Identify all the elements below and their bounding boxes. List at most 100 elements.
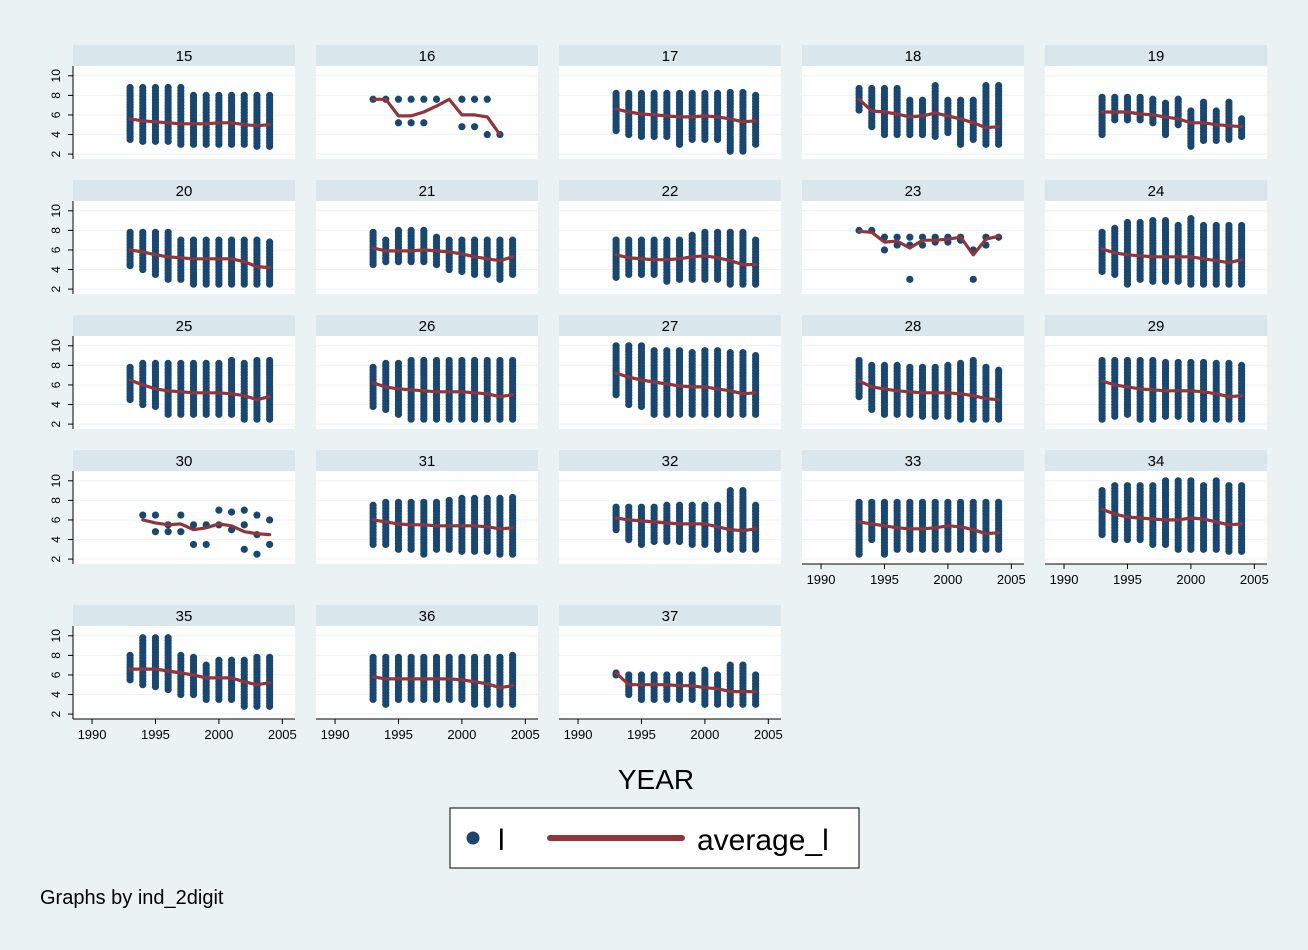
line-average_l xyxy=(1100,110,1244,129)
panel-header xyxy=(73,450,295,471)
point-l xyxy=(458,356,466,365)
point-l xyxy=(625,236,633,244)
x-tick-label: 2000 xyxy=(204,727,233,742)
panel-header xyxy=(802,450,1024,471)
point-l xyxy=(663,89,671,98)
panel-19: 19 xyxy=(1045,45,1267,159)
point-l xyxy=(637,671,646,679)
point-l xyxy=(126,363,134,371)
line-average_l xyxy=(128,117,272,128)
point-l xyxy=(612,236,620,244)
point-l xyxy=(688,501,696,509)
panel-title: 21 xyxy=(419,183,436,200)
point-l xyxy=(1098,228,1106,236)
y-tick-label: 4 xyxy=(49,401,63,408)
point-l xyxy=(1123,356,1132,365)
point-l xyxy=(407,226,415,234)
point-l xyxy=(752,91,760,99)
line-average_l xyxy=(371,675,515,690)
point-l xyxy=(470,95,479,103)
by-variable-note: Graphs by ind_2digit xyxy=(40,887,224,909)
point-l xyxy=(969,96,977,104)
panel-21: 21 xyxy=(316,180,538,294)
panel-header xyxy=(802,180,1024,201)
point-l xyxy=(944,361,952,369)
point-l xyxy=(1149,216,1157,225)
point-l xyxy=(253,356,261,365)
point-l xyxy=(726,88,734,97)
panel-title: 26 xyxy=(419,318,436,335)
point-l xyxy=(688,89,696,98)
point-l xyxy=(483,494,491,503)
point-l xyxy=(1199,98,1208,106)
point-l xyxy=(752,671,760,679)
panel-32: 32 xyxy=(559,450,781,564)
line-average_l xyxy=(1100,507,1244,527)
point-l xyxy=(713,228,722,236)
y-tick-label: 2 xyxy=(49,420,63,427)
point-l xyxy=(407,119,415,127)
point-l xyxy=(612,89,620,98)
panel-header xyxy=(1045,450,1267,471)
point-l xyxy=(407,356,415,365)
point-l xyxy=(726,486,734,495)
point-l xyxy=(1225,221,1233,230)
point-l xyxy=(906,96,914,104)
point-l xyxy=(240,545,248,553)
point-l xyxy=(713,671,722,679)
panel-title: 17 xyxy=(662,48,679,65)
point-l xyxy=(496,236,504,244)
point-l xyxy=(240,506,248,514)
point-l xyxy=(1187,358,1195,367)
point-l xyxy=(496,653,504,661)
point-l xyxy=(432,95,441,103)
x-tick-label: 2000 xyxy=(447,727,476,742)
legend: l average_l xyxy=(449,807,860,869)
panel-18: 18 xyxy=(802,45,1024,159)
point-l xyxy=(445,653,453,661)
x-tick-label: 2005 xyxy=(268,727,297,742)
point-l xyxy=(918,241,927,249)
point-l xyxy=(266,540,274,549)
point-l xyxy=(625,89,633,98)
line-average_l xyxy=(128,378,272,402)
point-l xyxy=(880,84,889,93)
y-tick-label: 6 xyxy=(49,516,63,523)
point-l xyxy=(1123,482,1132,490)
point-l xyxy=(139,359,147,368)
panel-title: 27 xyxy=(662,318,679,335)
x-tick-label: 1990 xyxy=(321,727,350,742)
point-l xyxy=(420,226,428,234)
line-average_l xyxy=(614,371,758,396)
panel-header xyxy=(73,315,295,336)
point-l xyxy=(1149,356,1157,365)
point-l xyxy=(240,521,248,529)
point-l xyxy=(382,653,390,661)
point-l xyxy=(1187,107,1195,115)
panel-title: 35 xyxy=(176,608,193,625)
point-l xyxy=(445,236,453,244)
point-l xyxy=(752,236,760,244)
point-l xyxy=(906,363,914,371)
panel-title: 16 xyxy=(419,48,436,65)
point-l xyxy=(394,119,403,127)
panel-title: 33 xyxy=(905,453,922,470)
point-l xyxy=(240,656,248,664)
x-tick-label: 1995 xyxy=(1113,572,1142,587)
point-l xyxy=(918,363,927,371)
point-l xyxy=(906,275,914,283)
y-tick-label: 6 xyxy=(49,246,63,253)
x-tick-label: 2005 xyxy=(1240,572,1269,587)
point-l xyxy=(164,528,172,536)
point-l xyxy=(253,550,261,558)
point-l xyxy=(1238,115,1246,123)
point-l xyxy=(969,356,977,365)
point-l xyxy=(458,653,466,661)
panel-title: 19 xyxy=(1148,48,1165,65)
point-l xyxy=(445,356,453,365)
point-l xyxy=(420,95,428,103)
point-l xyxy=(369,653,377,661)
panel-header xyxy=(1045,315,1267,336)
point-l xyxy=(420,498,428,506)
point-l xyxy=(1111,93,1119,101)
